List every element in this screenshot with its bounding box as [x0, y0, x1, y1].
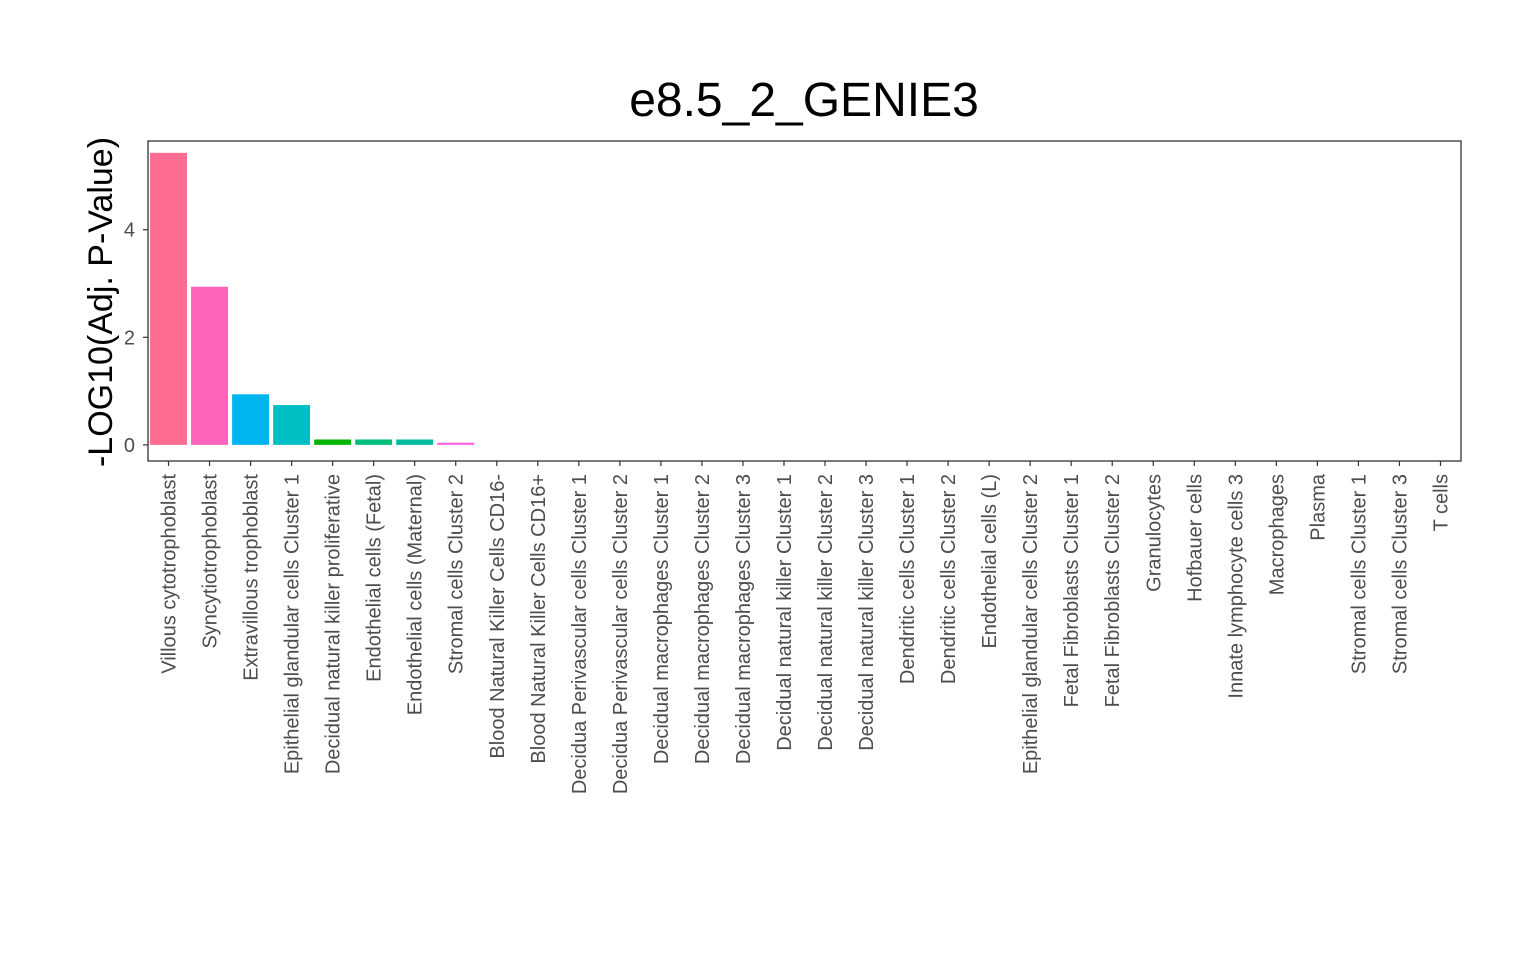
bar-2 — [232, 394, 270, 445]
x-tick-label: Innate lymphocyte cells 3 — [1225, 474, 1247, 699]
x-tick-label: Fetal Fibroblasts Cluster 1 — [1061, 474, 1083, 707]
x-tick-label: Decidua Perivascular cells Cluster 1 — [569, 474, 591, 794]
x-tick-label: Endothelial cells (Maternal) — [405, 474, 427, 715]
bar-5 — [355, 439, 393, 445]
x-tick-label: Epithelial glandular cells Cluster 2 — [1020, 474, 1042, 774]
x-axis: Villous cytotrophoblast Syncytiotrophobla… — [159, 461, 1452, 794]
x-tick-label: Hofbauer cells — [1184, 474, 1206, 602]
y-tick-label: 4 — [124, 220, 135, 242]
x-tick-label: Stromal cells Cluster 1 — [1348, 474, 1370, 674]
x-tick-label: Blood Natural Killer Cells CD16+ — [528, 474, 550, 764]
x-tick-label: Extravillous trophoblast — [241, 474, 263, 681]
x-tick-label: Endothelial cells (L) — [979, 474, 1001, 649]
y-axis-label: -LOG10(Adj. P-Value) — [82, 137, 120, 467]
y-axis: 0 2 4 — [124, 220, 148, 457]
x-tick-label: Decidual natural killer proliferative — [323, 474, 345, 774]
x-tick-label: Epithelial glandular cells Cluster 1 — [282, 474, 304, 774]
bars-group — [150, 152, 475, 445]
x-tick-label: Villous cytotrophoblast — [159, 474, 181, 674]
x-tick-label: Stromal cells Cluster 2 — [446, 474, 468, 674]
x-tick-label: Decidua Perivascular cells Cluster 2 — [610, 474, 632, 794]
x-tick-label: Decidual macrophages Cluster 2 — [692, 474, 714, 764]
x-tick-label: Dendritic cells Cluster 1 — [897, 474, 919, 684]
x-tick-label: Decidual natural killer Cluster 1 — [774, 474, 796, 751]
x-tick-label: Plasma — [1307, 473, 1329, 541]
bar-6 — [396, 439, 434, 445]
x-tick-label: Decidual natural killer Cluster 3 — [856, 474, 878, 751]
y-tick-label: 0 — [124, 435, 135, 457]
plot-panel — [147, 140, 1462, 462]
x-tick-label: T cells — [1430, 474, 1452, 531]
x-tick-label: Granulocytes — [1143, 474, 1165, 592]
bar-3 — [273, 405, 311, 445]
x-tick-label: Decidual macrophages Cluster 1 — [651, 474, 673, 764]
x-tick-label: Endothelial cells (Fetal) — [364, 474, 386, 682]
bar-1 — [191, 286, 229, 445]
x-tick-label: Decidual macrophages Cluster 3 — [733, 474, 755, 764]
y-tick-label: 2 — [124, 327, 135, 349]
x-tick-label: Dendritic cells Cluster 2 — [938, 474, 960, 684]
x-tick-label: Macrophages — [1266, 474, 1288, 595]
x-tick-label: Fetal Fibroblasts Cluster 2 — [1102, 474, 1124, 707]
x-tick-label: Blood Natural Killer Cells CD16- — [487, 474, 509, 759]
x-tick-label: Stromal cells Cluster 3 — [1389, 474, 1411, 674]
bar-7 — [437, 442, 475, 445]
chart-title: e8.5_2_GENIE3 — [629, 74, 979, 127]
bar-0 — [150, 152, 187, 445]
bar-4 — [314, 439, 352, 445]
x-tick-label: Decidual natural killer Cluster 2 — [815, 474, 837, 751]
x-tick-label: Syncytiotrophoblast — [200, 474, 222, 649]
